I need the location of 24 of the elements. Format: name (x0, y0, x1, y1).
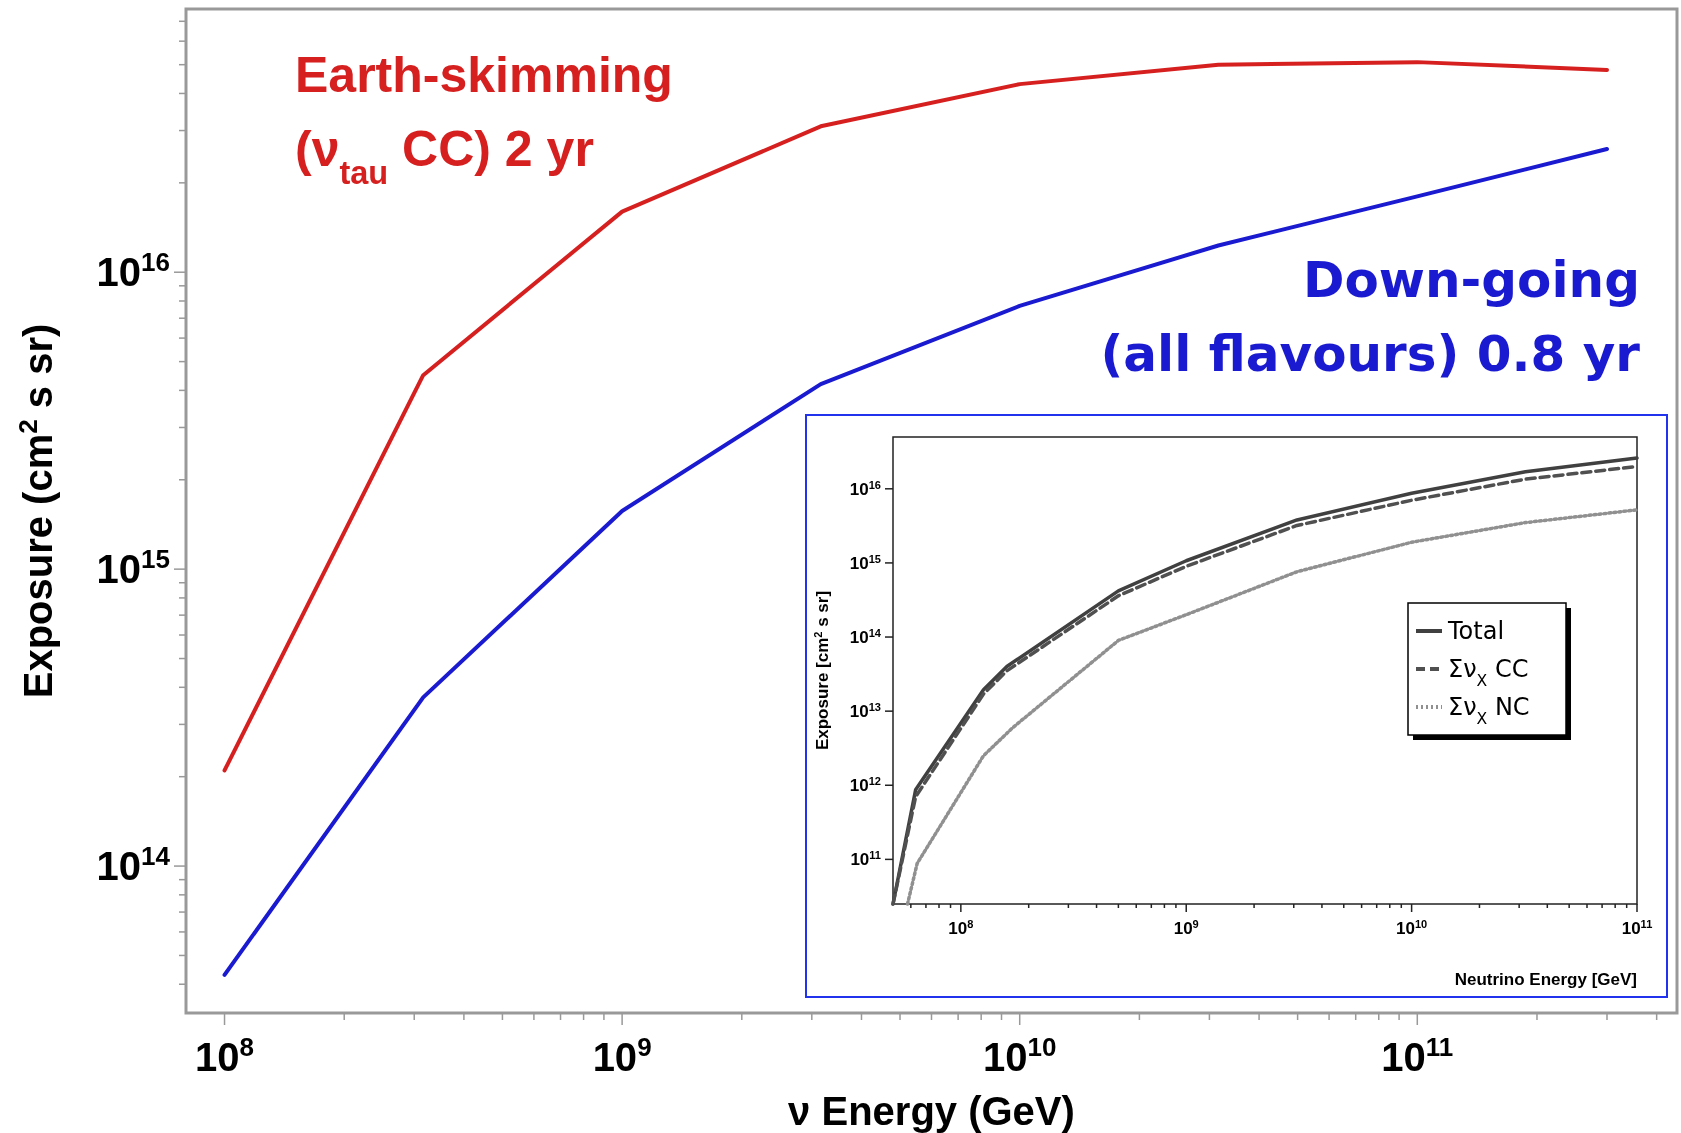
x-tick-label: 10$^{11}$ (1381, 1032, 1454, 1079)
legend-label: Σν$_{X}$ NC (1448, 693, 1530, 728)
x-tick-label: 10$^{8}$ (195, 1032, 255, 1079)
x-tick-label: 10$^{10}$ (1396, 918, 1428, 938)
x-tick-label: 10$^{11}$ (1621, 918, 1653, 938)
legend-label: Σν$_{X}$ CC (1448, 655, 1529, 690)
x-axis-title: ν Energy (GeV) (788, 1089, 1075, 1133)
y-tick-label: 10$^{16}$ (849, 478, 881, 499)
y-tick-label: 10$^{11}$ (850, 849, 881, 870)
y-tick-label: 10$^{13}$ (849, 701, 881, 722)
y-tick-label: 10$^{14}$ (96, 841, 171, 889)
y-tick-label: 10$^{15}$ (849, 552, 881, 573)
y-tick-label: 10$^{15}$ (96, 544, 170, 592)
x-tick-label: 10$^{8}$ (948, 918, 974, 938)
series-label: Earth-skimming (ν$_{tau}$ CC) 2 yr (295, 47, 673, 191)
x-axis-title: Neutrino Energy [GeV] (1454, 970, 1637, 989)
legend-label: Total (1447, 617, 1505, 645)
y-tick-label: 10$^{12}$ (849, 775, 881, 796)
series-label: Down-going (all flavours) 0.8 yr (1100, 251, 1641, 383)
x-tick-label: 10$^{9}$ (1173, 918, 1199, 938)
x-tick-label: 10$^{10}$ (982, 1032, 1057, 1079)
x-tick-label: 10$^{9}$ (592, 1032, 652, 1079)
y-tick-label: 10$^{14}$ (849, 626, 882, 647)
y-tick-label: 10$^{16}$ (96, 247, 170, 295)
